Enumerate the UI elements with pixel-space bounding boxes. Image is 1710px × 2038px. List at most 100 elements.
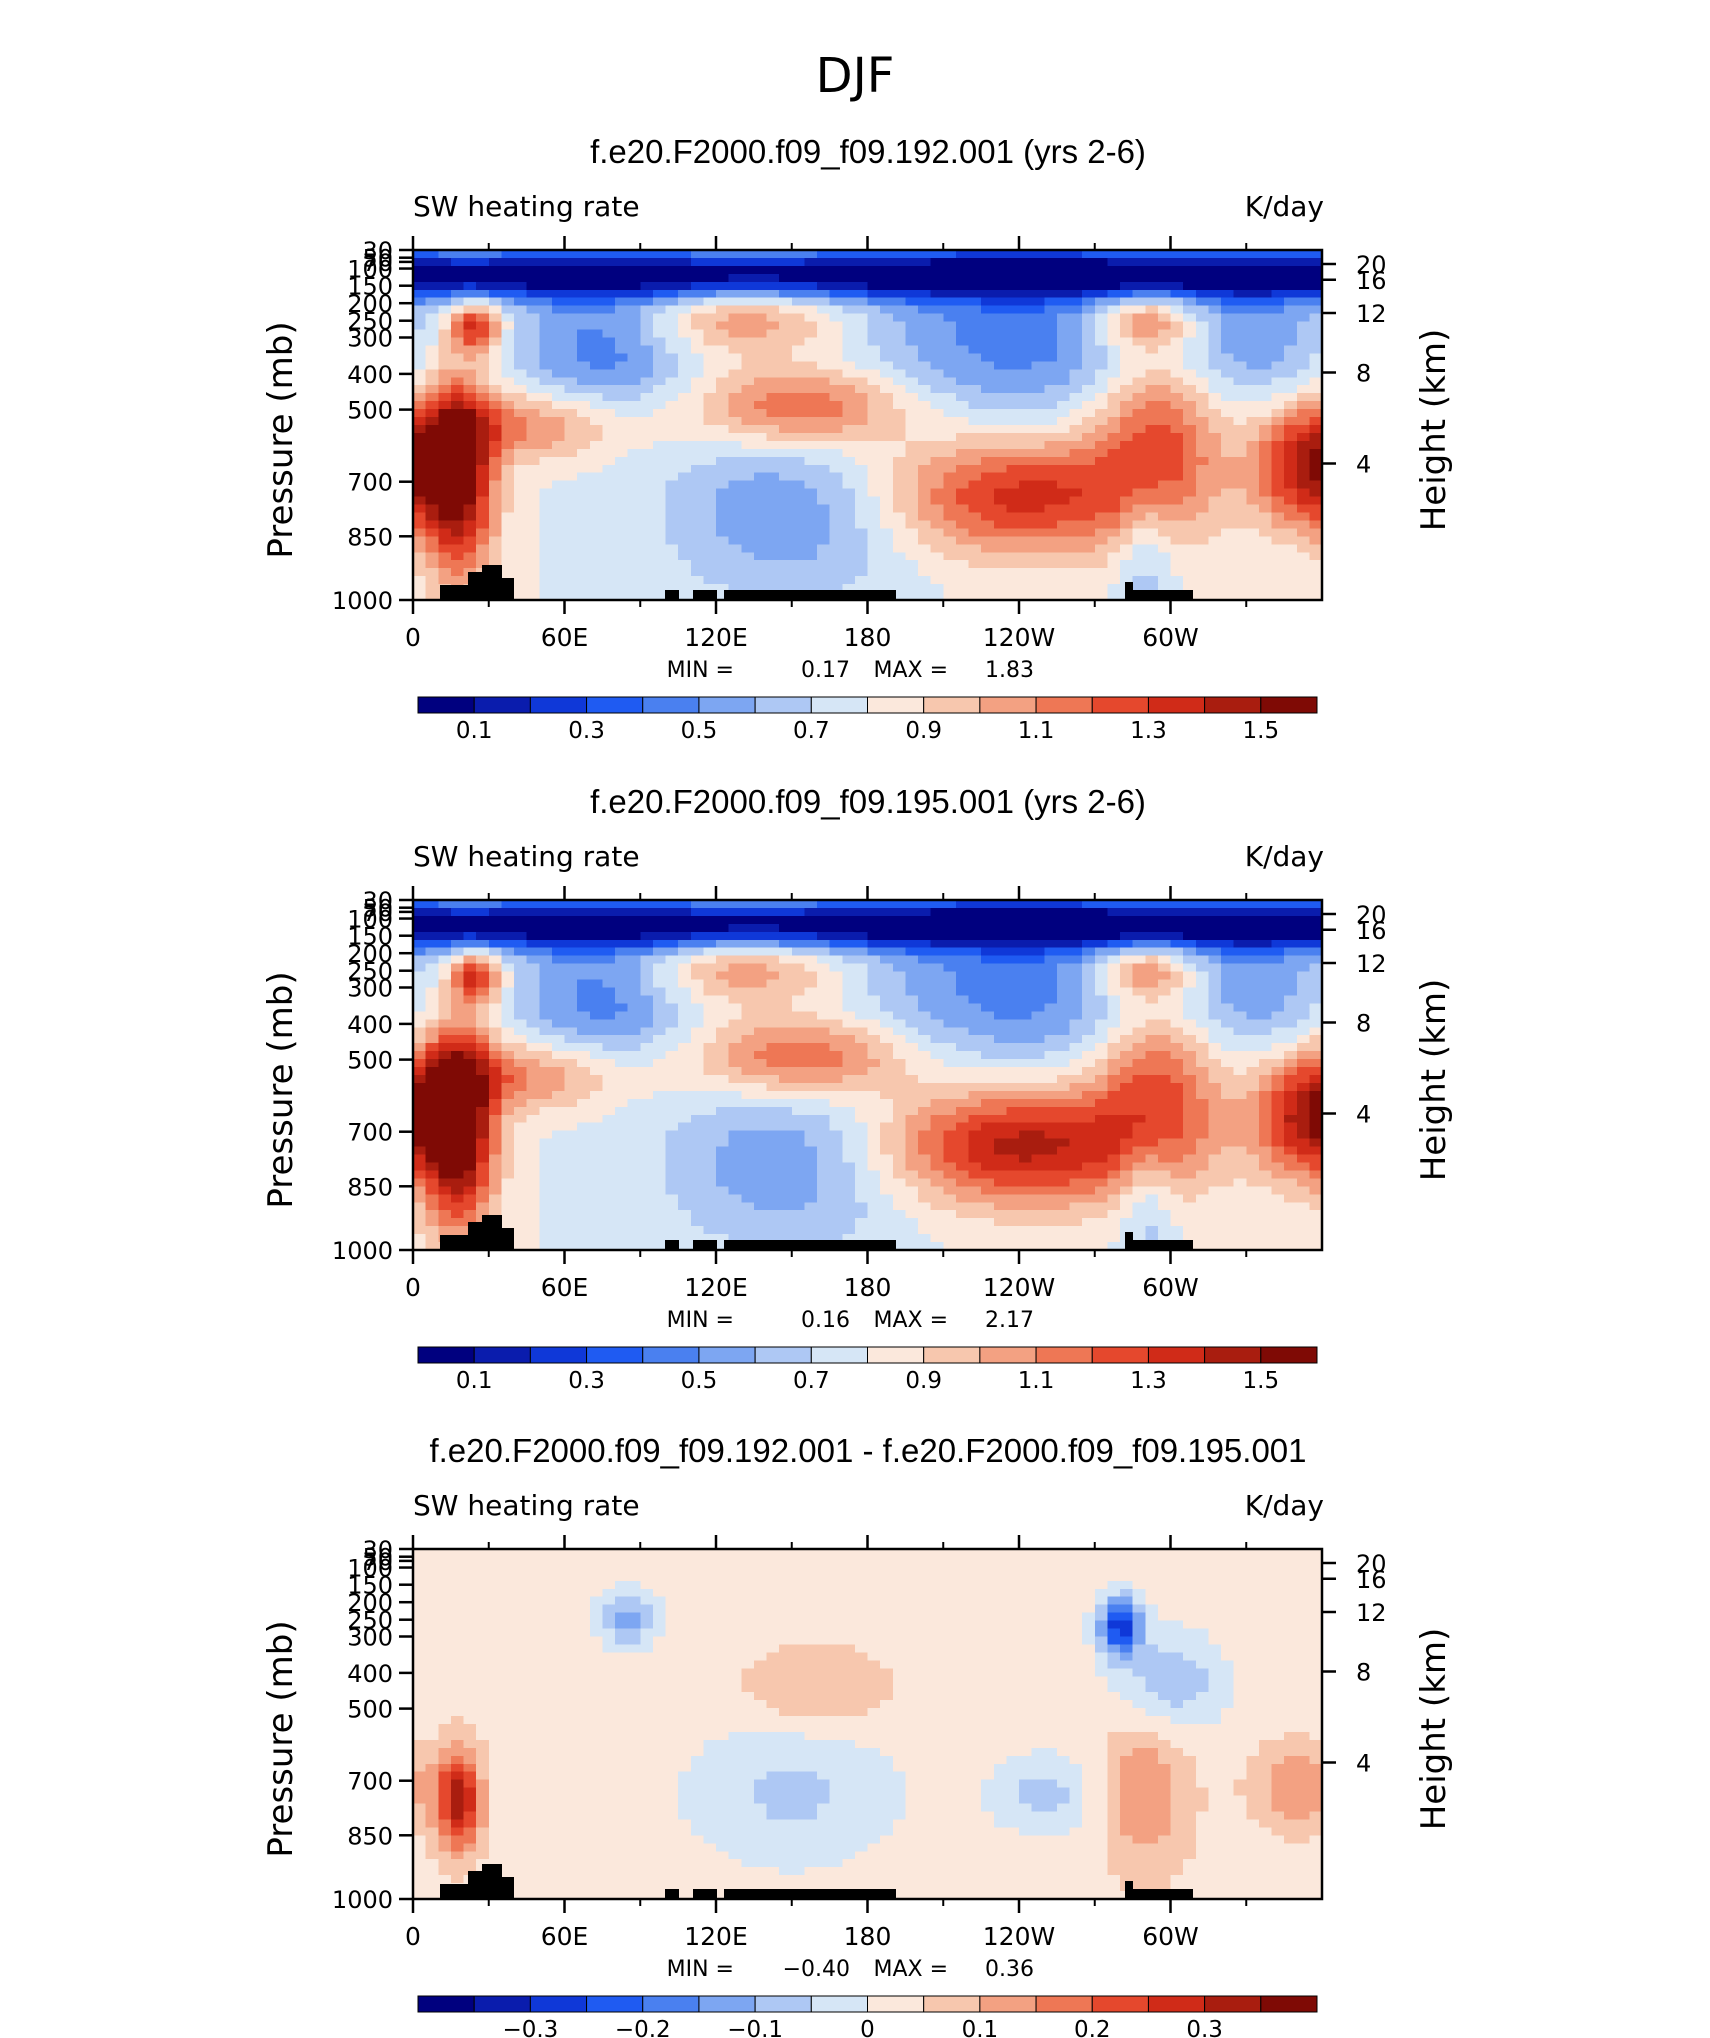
contour-cell [918, 313, 932, 323]
contour-cell [488, 1075, 502, 1084]
contour-cell [968, 939, 982, 949]
contour-cell [1195, 440, 1209, 450]
contour-cell [1246, 963, 1260, 973]
contour-cell [981, 568, 995, 577]
contour-cell [829, 915, 843, 925]
contour-cell [690, 480, 704, 490]
contour-cell [463, 297, 477, 307]
contour-cell [476, 1059, 490, 1068]
contour-cell [1183, 329, 1197, 339]
contour-cell [589, 1003, 603, 1012]
contour-cell [488, 520, 502, 529]
contour-cell [892, 313, 906, 323]
contour-cell [1107, 273, 1121, 283]
contour-cell [968, 297, 982, 307]
contour-cell [1031, 1067, 1045, 1076]
contour-cell [892, 440, 906, 450]
contour-cell [1006, 1011, 1020, 1020]
contour-cell [829, 369, 843, 378]
contour-cell [1107, 536, 1121, 545]
contour-cell [1006, 520, 1020, 529]
contour-cell [728, 584, 742, 593]
contour-cell [602, 297, 616, 307]
contour-cell [817, 464, 831, 474]
contour-cell [930, 313, 944, 323]
contour-cell [1208, 257, 1222, 267]
contour-cell [981, 939, 995, 949]
contour-cell [728, 353, 742, 362]
contour-cell [1031, 1019, 1045, 1028]
contour-cell [488, 963, 502, 973]
contour-cell [425, 536, 439, 545]
contour-cell [829, 432, 843, 442]
contour-cell [867, 1011, 881, 1020]
contour-cell [1183, 584, 1197, 593]
contour-cell [791, 369, 805, 378]
contour-cell [678, 1019, 692, 1028]
contour-cell [817, 289, 831, 299]
contour-cell [1019, 1059, 1033, 1068]
contour-cell [804, 576, 818, 585]
contour-cell [678, 361, 692, 370]
contour-cell [829, 1051, 843, 1060]
contour-cell [1019, 353, 1033, 362]
contour-cell [1056, 401, 1071, 410]
contour-cell [1208, 456, 1222, 466]
contour-cell [1094, 289, 1108, 299]
contour-cell [1006, 353, 1020, 362]
contour-cell [1082, 947, 1096, 957]
contour-cell [981, 512, 995, 522]
contour-cell [501, 297, 515, 307]
contour-cell [1233, 504, 1247, 514]
contour-cell [526, 456, 540, 466]
contour-cell [703, 273, 717, 283]
contour-cell [1296, 464, 1310, 474]
contour-cell [981, 305, 995, 315]
contour-cell [488, 1059, 502, 1068]
contour-cell [514, 1075, 528, 1084]
contour-cell [1309, 923, 1323, 933]
contour-cell [918, 289, 932, 299]
contour-cell [905, 528, 919, 537]
contour-cell [488, 472, 502, 482]
contour-cell [1195, 361, 1209, 370]
contour-cell [1221, 440, 1235, 450]
contour-cell [766, 305, 780, 315]
contour-cell [413, 448, 427, 458]
contour-cell [981, 289, 995, 299]
contour-cell [791, 1035, 805, 1044]
contour-cell [1120, 480, 1134, 490]
contour-cell [753, 464, 768, 474]
contour-cell [1296, 1003, 1310, 1012]
contour-cell [854, 907, 869, 917]
contour-cell [829, 995, 843, 1004]
contour-cell [918, 512, 932, 522]
contour-cell [1258, 377, 1273, 386]
contour-cell [867, 289, 881, 299]
contour-cell [1195, 393, 1209, 402]
contour-cell [943, 464, 957, 474]
contour-cell [665, 472, 679, 482]
contour-cell [716, 1011, 730, 1020]
contour-cell [1246, 488, 1260, 498]
contour-cell [1271, 939, 1285, 949]
contour-cell [766, 409, 780, 418]
contour-cell [501, 963, 515, 973]
contour-cell [665, 329, 679, 339]
contour-cell [589, 417, 603, 426]
contour-cell [829, 488, 843, 498]
contour-cell [1044, 900, 1058, 909]
contour-cell [551, 369, 566, 378]
contour-cell [728, 1067, 742, 1076]
contour-cell [1006, 472, 1020, 482]
contour-cell [829, 1059, 843, 1068]
contour-cell [1284, 361, 1298, 370]
contour-cell [1056, 265, 1071, 275]
contour-cell [1170, 560, 1184, 569]
contour-cell [955, 289, 970, 299]
contour-cell [804, 345, 818, 354]
contour-cell [1246, 568, 1260, 577]
contour-cell [450, 496, 465, 506]
contour-cell [892, 488, 906, 498]
contour-cell [564, 265, 578, 275]
